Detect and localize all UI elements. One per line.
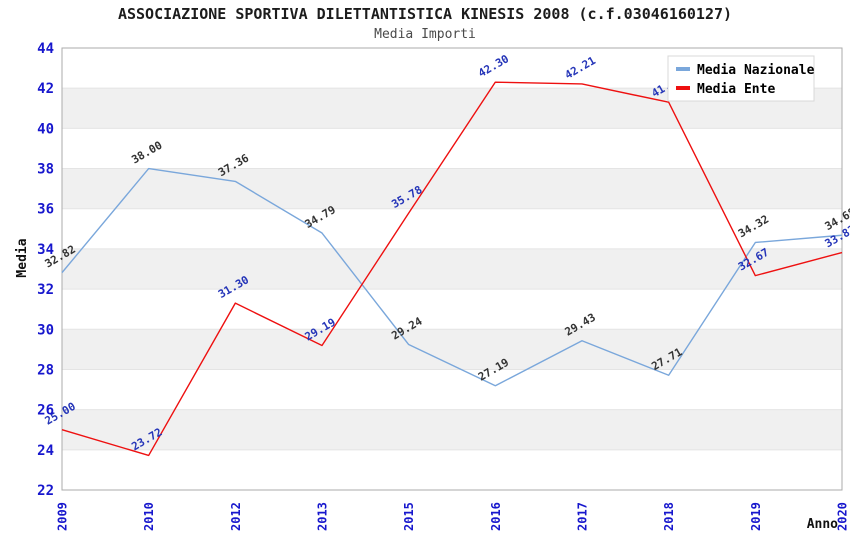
y-tick-label: 24	[37, 443, 54, 459]
plot-band	[62, 248, 842, 290]
y-tick-label: 40	[37, 121, 54, 137]
x-axis-tick-labels: 2009 2010 2012 2013 2015 2016 2017 2018 2019 2020	[56, 502, 850, 531]
plot-band	[62, 289, 842, 330]
y-tick-label: 22	[37, 483, 54, 499]
x-tick-label: 2018	[662, 502, 676, 531]
x-tick-label: 2010	[142, 502, 156, 531]
y-tick-label: 26	[37, 403, 54, 419]
x-tick-label: 2012	[229, 502, 243, 531]
plot-band	[62, 168, 842, 209]
x-tick-label: 2020	[836, 502, 850, 531]
y-axis-tick-labels: 22 24 26 28 30 32 34 36 38 40 42 44	[37, 41, 54, 499]
series-line-media-ente	[61, 81, 843, 457]
y-axis-title: Media	[15, 238, 30, 277]
x-tick-label: 2013	[316, 502, 330, 531]
chart-subtitle: Media Importi	[374, 27, 476, 42]
y-tick-label: 36	[37, 202, 54, 218]
y-tick-label: 32	[37, 282, 54, 298]
legend-label-media-ente: Media Ente	[697, 82, 775, 97]
x-axis-title: Anno	[807, 517, 838, 532]
y-tick-label: 42	[37, 81, 54, 97]
plot-band	[62, 449, 842, 490]
plot-band	[62, 208, 842, 249]
y-tick-label: 30	[37, 322, 54, 338]
legend-label-media-nazionale: Media Nazionale	[697, 63, 815, 78]
plot-band	[62, 369, 842, 410]
plot-band	[62, 329, 842, 370]
chart-title: ASSOCIAZIONE SPORTIVA DILETTANTISTICA KI…	[118, 5, 732, 23]
legend-box	[667, 55, 815, 102]
plot-background-bands	[62, 48, 842, 490]
x-tick-label: 2016	[489, 502, 503, 531]
plot-band	[62, 409, 842, 450]
y-tick-label: 44	[37, 41, 54, 57]
x-tick-label: 2019	[749, 502, 763, 531]
y-tick-label: 34	[37, 242, 54, 258]
x-tick-label: 2017	[576, 502, 590, 531]
y-tick-label: 38	[37, 162, 54, 178]
y-tick-label: 28	[37, 362, 54, 378]
series-line-media-nazionale	[61, 167, 843, 387]
legend: Media Nazionale Media Ente	[667, 55, 815, 102]
x-tick-label: 2015	[402, 502, 416, 531]
x-tick-label: 2009	[56, 502, 70, 531]
plot-border	[61, 47, 843, 491]
series-lines	[61, 81, 843, 457]
